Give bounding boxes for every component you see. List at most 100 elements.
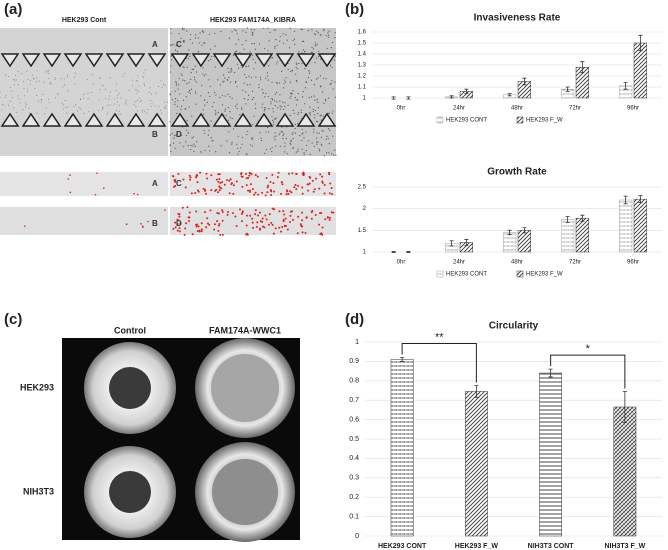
cell (33, 78, 35, 80)
stained-cell (223, 183, 226, 186)
charts: Invasiveness Rate 1 1.1 1.2 1.3 1.4 1.5 1.6 0hr 2… (349, 13, 662, 550)
stained-cell (172, 175, 175, 178)
bar (575, 217, 590, 253)
cell (241, 107, 243, 109)
legend-label: HEK293 CONT (446, 272, 487, 278)
cell (24, 106, 26, 108)
cell (191, 137, 193, 139)
cell (251, 98, 254, 100)
cell (245, 65, 247, 68)
stained-cell (297, 184, 300, 187)
cell (295, 62, 297, 64)
cell (74, 83, 76, 85)
cell (10, 87, 12, 89)
stained-cell (232, 184, 235, 187)
cell (263, 27, 265, 30)
cell (286, 39, 288, 41)
cell (149, 100, 151, 102)
stained-cell (225, 179, 228, 182)
cell (135, 89, 137, 91)
cell (316, 132, 318, 134)
cell (192, 145, 194, 147)
cell (301, 52, 303, 54)
cell (221, 94, 224, 97)
stained-cell (217, 229, 220, 232)
cell (297, 148, 299, 150)
image-title: HEK293 Cont (62, 17, 107, 24)
cell (30, 79, 32, 81)
cell (317, 77, 319, 79)
cell (203, 42, 205, 44)
stained-cell (254, 191, 257, 194)
pillar (21, 112, 41, 127)
stained-cell (197, 225, 200, 228)
cell (258, 43, 261, 45)
stained-cell (136, 193, 139, 196)
stained-cell (206, 222, 209, 225)
bar (502, 232, 517, 253)
cell (324, 98, 327, 100)
cell (87, 98, 89, 100)
cell (160, 80, 162, 82)
stained-cell (188, 174, 191, 177)
stained-cell (261, 225, 264, 228)
stained-cell (321, 180, 324, 183)
cell (280, 130, 283, 133)
cell (138, 90, 140, 92)
cell (291, 92, 293, 95)
cell (258, 84, 260, 86)
microscopy-images (0, 27, 337, 236)
cell (182, 27, 184, 29)
cell (273, 100, 276, 102)
cell (290, 143, 292, 145)
cell (183, 28, 185, 30)
cell (255, 76, 257, 78)
cell (310, 79, 313, 81)
cell (41, 99, 43, 101)
stained-cell (213, 223, 216, 226)
stained-cell (254, 174, 257, 177)
cell (300, 28, 302, 30)
cell (169, 134, 171, 136)
cell (35, 81, 37, 83)
cell (202, 113, 205, 115)
cell (170, 151, 172, 153)
stained-cell (266, 191, 269, 194)
cell (267, 95, 269, 98)
cell (109, 91, 111, 93)
cell (230, 69, 232, 71)
stained-cell (187, 220, 190, 223)
cell (275, 91, 278, 94)
cell (327, 34, 330, 36)
stained-cell (218, 223, 221, 226)
cell (195, 91, 197, 93)
cell (294, 96, 296, 99)
cell (254, 48, 257, 50)
panel-label: (d) (345, 311, 364, 328)
cell (209, 150, 211, 152)
cell (271, 57, 273, 59)
cell (208, 33, 211, 35)
cell (229, 116, 231, 119)
y-tick-label: 0.4 (349, 455, 359, 462)
cell (50, 81, 52, 83)
stained-cell (249, 183, 252, 186)
cell (332, 135, 334, 137)
error-bar (622, 391, 627, 423)
cell (67, 76, 69, 78)
stained-cell (67, 178, 70, 180)
cell (267, 131, 270, 133)
stained-cell (282, 220, 285, 223)
cell (292, 137, 294, 140)
cell (174, 97, 177, 100)
stained-cell (184, 227, 187, 230)
cell (237, 147, 239, 150)
cell (320, 85, 322, 87)
cell (308, 97, 311, 99)
cell (320, 136, 323, 138)
stained-cell (228, 179, 231, 182)
cell (275, 135, 277, 137)
cell (107, 111, 109, 113)
cell (326, 135, 328, 137)
cell (215, 94, 217, 96)
